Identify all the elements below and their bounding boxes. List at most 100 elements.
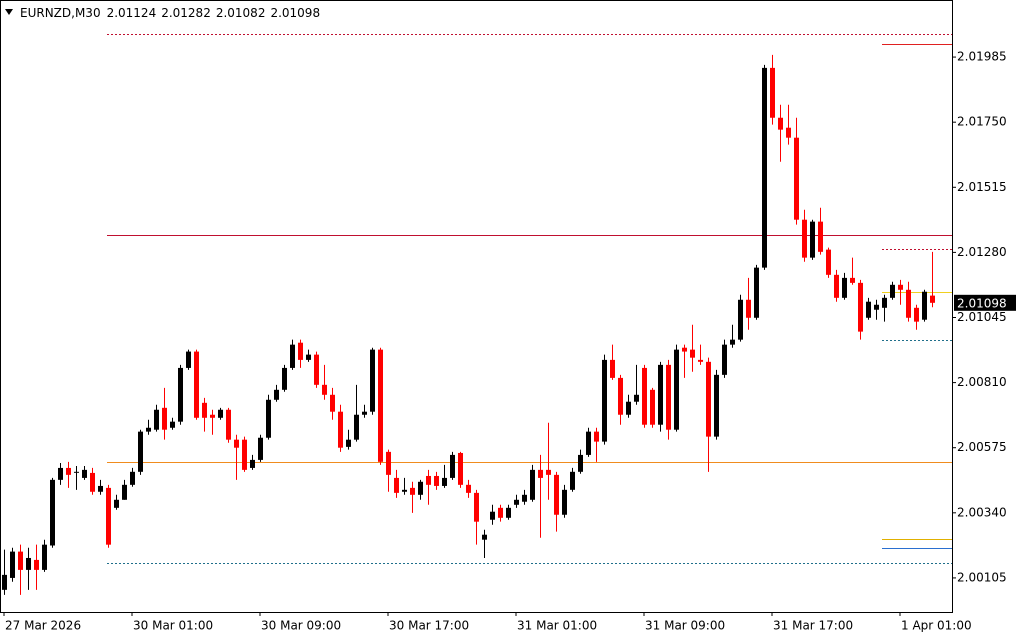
candle-body	[354, 414, 359, 440]
candle-body	[498, 507, 503, 518]
candle-body	[210, 414, 215, 418]
candle-body	[722, 344, 727, 375]
candle-body	[882, 297, 887, 308]
candle-body	[122, 484, 127, 500]
candle-body	[866, 301, 871, 318]
y-tick-label: 2.00810	[957, 375, 1007, 389]
candle-body	[450, 454, 455, 478]
y-tick-label: 2.01515	[957, 180, 1007, 194]
menu-triangle[interactable]	[5, 9, 13, 15]
candle-body	[474, 492, 479, 522]
candle-body	[162, 407, 167, 430]
candle-body	[570, 471, 575, 490]
candle-body	[10, 551, 15, 578]
candle-body	[594, 431, 599, 442]
candle-body	[378, 349, 383, 462]
candle-body	[850, 277, 855, 283]
candle-body	[2, 574, 7, 590]
x-tick-label: 31 Mar 09:00	[645, 619, 725, 633]
candle-body	[338, 411, 343, 448]
candle-body	[786, 127, 791, 138]
x-tick-label: 31 Mar 17:00	[773, 619, 853, 633]
candle-body	[642, 367, 647, 425]
candle-body	[442, 477, 447, 486]
candle-body	[250, 459, 255, 468]
candle-body	[306, 354, 311, 360]
candle-body	[698, 359, 703, 362]
candle-body	[90, 472, 95, 492]
candle-body	[186, 351, 191, 368]
candle-body	[818, 221, 823, 252]
candle-body	[770, 67, 775, 118]
candle-body	[810, 221, 815, 258]
candle-body	[218, 409, 223, 418]
candle-body	[930, 295, 935, 303]
candle-body	[666, 364, 671, 430]
candle-body	[858, 282, 863, 332]
candle-body	[106, 487, 111, 545]
candle-body	[258, 437, 263, 460]
candle-body	[282, 367, 287, 390]
header-open: 2.01124	[107, 6, 157, 20]
candle-body	[794, 137, 799, 220]
candle-body	[146, 427, 151, 432]
candle-body	[130, 471, 135, 485]
candle-body	[730, 339, 735, 345]
candle-body	[346, 439, 351, 447]
plot-frame	[0, 0, 953, 613]
candle-body	[58, 467, 63, 480]
candle-body	[610, 359, 615, 378]
candle-body	[410, 487, 415, 495]
candle-body	[226, 409, 231, 440]
header-high: 2.01282	[161, 6, 211, 20]
candle-body	[386, 451, 391, 475]
y-tick-label: 2.00575	[957, 440, 1007, 454]
candle-body	[690, 349, 695, 358]
candle-body	[314, 354, 319, 385]
candle-body	[178, 367, 183, 422]
candle-body	[706, 361, 711, 437]
candle-body	[914, 307, 919, 322]
candle-body	[114, 499, 119, 508]
candle-body	[322, 384, 327, 395]
candle-body	[402, 489, 407, 492]
candle-body	[658, 364, 663, 425]
y-tick-label: 2.00105	[957, 570, 1007, 584]
candle-body	[506, 507, 511, 518]
candle-body	[922, 291, 927, 320]
candle-body	[546, 469, 551, 475]
candle-body	[434, 475, 439, 486]
header-low: 2.01082	[216, 6, 266, 20]
candle-body	[890, 284, 895, 298]
candle-body	[490, 511, 495, 520]
candle-body	[738, 299, 743, 340]
candle-body	[578, 454, 583, 472]
x-tick-label: 30 Mar 01:00	[133, 619, 213, 633]
y-tick-label: 2.00340	[957, 505, 1007, 519]
candle-body	[394, 477, 399, 493]
candle-body	[26, 557, 31, 570]
candle-body	[762, 67, 767, 268]
candle-body	[82, 469, 87, 478]
candle-body	[154, 409, 159, 430]
candle-body	[242, 439, 247, 470]
candle-body	[802, 219, 807, 258]
price-tag	[954, 294, 1016, 311]
candle-body	[842, 277, 847, 298]
header-close: 2.01098	[270, 6, 320, 20]
candle-body	[778, 117, 783, 130]
candle-body	[514, 499, 519, 505]
candle-body	[618, 377, 623, 415]
candle-body	[42, 544, 47, 570]
candle-body	[18, 551, 23, 570]
candle-body	[170, 421, 175, 428]
candle-body	[634, 394, 639, 402]
x-tick-label: 30 Mar 17:00	[389, 619, 469, 633]
candle-body	[274, 389, 279, 400]
candle-body	[418, 481, 423, 495]
candle-body	[874, 304, 879, 310]
candle-body	[522, 494, 527, 502]
candle-body	[290, 344, 295, 368]
candle-body	[34, 559, 39, 570]
